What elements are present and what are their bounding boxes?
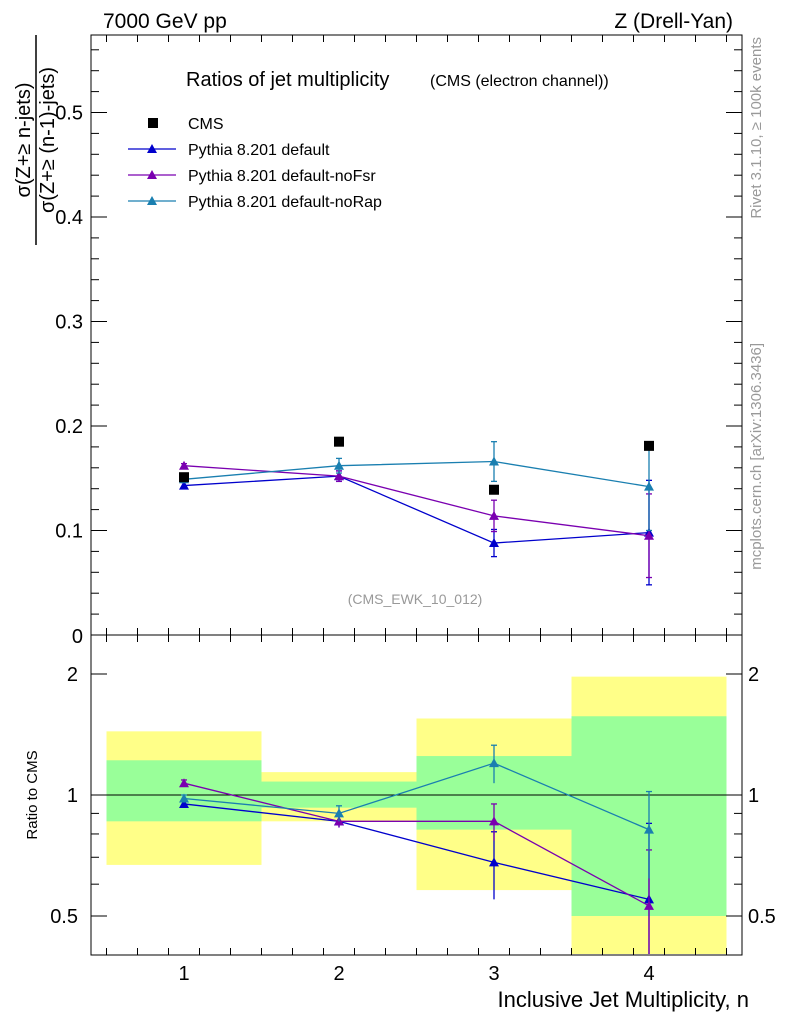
main-title: Ratios of jet multiplicity — [186, 69, 389, 91]
ratio-series-point — [489, 816, 499, 826]
legend-label: Pythia 8.201 default — [188, 142, 330, 159]
main-panel: 0.1 0.2 0.3 0.4 0.5 0 Ratios of jet multiplic… — [13, 34, 743, 648]
main-watermark: (CMS_EWK_10_012) — [348, 591, 483, 607]
series-point — [489, 456, 499, 466]
ratio-series-point — [179, 778, 189, 788]
ratio-series-point — [489, 857, 499, 867]
ratio-xtick-label: 2 — [333, 963, 344, 985]
series-point — [644, 481, 654, 491]
ratio-series-point — [179, 798, 189, 808]
legend-label: CMS — [188, 116, 224, 133]
legend-marker — [147, 144, 157, 153]
main-subtitle: (CMS (electron channel)) — [430, 73, 609, 90]
data-point — [489, 484, 499, 495]
ratio-series-point — [644, 900, 654, 910]
header-right: Z (Drell-Yan) — [614, 10, 733, 33]
main-ytick-label-zero: 0 — [72, 626, 83, 648]
series-point — [489, 510, 499, 520]
ratio-ylabel: Ratio to CMS — [24, 750, 41, 839]
ratio-series-point — [644, 824, 654, 834]
series-point — [334, 460, 344, 470]
ratio-xtick-label: 1 — [178, 963, 189, 985]
series-line — [183, 460, 650, 488]
main-ticks: 0.1 0.2 0.3 0.4 0.5 0 — [55, 35, 742, 648]
xaxis-label: Inclusive Jet Multiplicity, n — [498, 987, 749, 1012]
ratio-marks — [91, 676, 742, 954]
legend-marker — [148, 118, 158, 128]
ratio-series-point — [179, 793, 189, 803]
ratio-series-point — [489, 758, 499, 768]
legend-marker — [147, 170, 157, 179]
ylabel-numerator: σ(Z+≥ n-jets) — [13, 83, 35, 198]
ratio-ticks: 1 2 3 4 0.5 0.5 1 1 2 2 — [50, 635, 776, 985]
data-point — [179, 472, 189, 483]
main-ytick-label: 0.4 — [55, 207, 83, 229]
ratio-ytick-label-left: 0.5 — [50, 906, 78, 928]
series-point — [179, 460, 189, 470]
side-label-mcplots: mcplots.cern.ch [arXiv:1306.3436] — [748, 343, 765, 570]
data-point — [334, 436, 344, 447]
ratio-series-line — [183, 803, 650, 900]
main-ylabel: σ(Z+≥ n-jets) σ(Z+≥ (n-1)-jets) — [13, 35, 59, 245]
side-label-rivet: Rivet 3.1.10, ≥ 100k events — [748, 37, 765, 219]
data-point — [644, 440, 654, 451]
series-point — [489, 538, 499, 548]
ratio-band-inner — [106, 760, 262, 822]
header-left: 7000 GeV pp — [103, 10, 227, 33]
ratio-ytick-label-left: 2 — [67, 664, 78, 686]
ratio-ytick-label-right: 1 — [748, 785, 759, 807]
ratio-series-line — [183, 762, 650, 831]
main-ytick-label: 0.1 — [55, 521, 83, 543]
series-point — [334, 471, 344, 481]
main-ytick-label: 0.5 — [55, 103, 83, 125]
ratio-ytick-label-left: 1 — [67, 785, 78, 807]
ratio-xtick-label: 4 — [643, 963, 654, 985]
ratio-ytick-label-right: 0.5 — [748, 906, 776, 928]
main-marks — [179, 436, 654, 586]
main-ytick-label: 0.2 — [55, 416, 83, 438]
legend: CMS Pythia 8.201 default Pythia 8.201 defa… — [128, 116, 382, 211]
ratio-ytick-label-right: 2 — [748, 664, 759, 686]
ratio-panel: 1 2 3 4 0.5 0.5 1 1 2 2 Ratio to CMS Inclusive Je… — [24, 634, 776, 1012]
main-ytick-label: 0.3 — [55, 312, 83, 334]
legend-label: Pythia 8.201 default-noFsr — [188, 168, 376, 185]
series-line — [183, 475, 650, 544]
ratio-series-line — [183, 782, 650, 907]
series-point — [644, 530, 654, 540]
ylabel-denominator: σ(Z+≥ (n-1)-jets) — [37, 67, 59, 213]
legend-label: Pythia 8.201 default-noRap — [188, 194, 382, 211]
legend-marker — [147, 196, 157, 205]
ratio-series-point — [334, 808, 344, 818]
series-point — [179, 480, 189, 490]
ratio-xtick-label: 3 — [488, 963, 499, 985]
series-line — [183, 465, 650, 537]
